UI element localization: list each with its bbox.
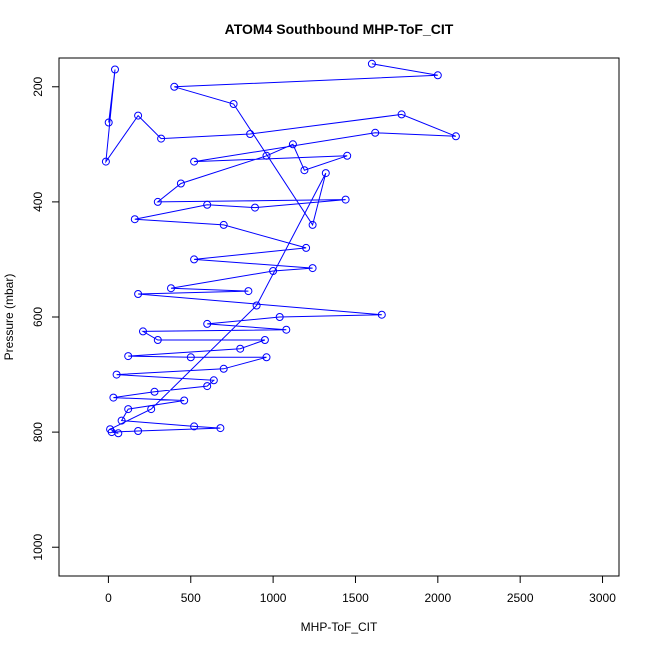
plot-area <box>101 59 460 438</box>
data-point <box>229 100 238 108</box>
data-point <box>377 310 386 319</box>
x-tick-label: 0 <box>105 591 112 605</box>
data-point <box>308 220 317 229</box>
x-tick-label: 1000 <box>260 591 287 605</box>
plot-border <box>58 57 620 577</box>
data-point <box>176 179 185 188</box>
y-tick-label: 600 <box>31 307 45 327</box>
data-point <box>124 352 133 361</box>
data-point <box>321 169 330 178</box>
data-point <box>130 215 139 224</box>
y-tick-label: 1000 <box>31 534 45 561</box>
data-point <box>203 382 212 391</box>
data-point <box>167 284 175 293</box>
data-point <box>252 301 261 310</box>
data-point <box>153 197 162 206</box>
data-point <box>134 111 143 120</box>
data-point <box>134 290 143 298</box>
data-point <box>134 427 143 435</box>
data-point <box>147 405 156 414</box>
data-point <box>219 220 228 229</box>
data-point <box>219 364 228 373</box>
data-point <box>150 387 159 396</box>
data-point <box>180 396 189 405</box>
y-axis-label: Pressure (mbar) <box>2 274 16 361</box>
data-point <box>114 429 123 438</box>
data-point <box>209 376 218 385</box>
data-point <box>300 166 309 175</box>
data-point <box>288 140 297 149</box>
data-point <box>186 353 195 362</box>
data-point <box>433 71 442 80</box>
data-point <box>246 130 255 138</box>
data-point <box>451 132 460 141</box>
data-point <box>104 118 113 127</box>
data-point <box>153 336 162 344</box>
data-point <box>262 151 271 160</box>
data-point <box>308 264 317 273</box>
data-point <box>275 313 284 321</box>
data-point <box>216 424 225 433</box>
data-point <box>170 82 179 91</box>
data-point <box>367 59 376 68</box>
data-point <box>106 425 115 434</box>
chart-title: ATOM4 Southbound MHP-ToF_CIT <box>225 21 454 37</box>
data-point <box>397 110 406 119</box>
data-point <box>203 200 212 209</box>
data-point <box>157 134 166 143</box>
x-axis: 0 500 1000 1500 2000 2500 3000 <box>105 575 616 605</box>
data-point <box>203 319 212 328</box>
x-axis-label: MHP-ToF_CIT <box>301 620 378 634</box>
data-point <box>260 336 269 344</box>
series-line <box>105 63 457 434</box>
data-point <box>111 65 119 74</box>
data-point <box>343 151 352 160</box>
data-point <box>112 370 121 379</box>
data-point <box>341 195 350 204</box>
data-point <box>262 353 271 362</box>
data-point <box>236 344 245 353</box>
data-point <box>117 416 126 425</box>
data-point <box>190 255 199 264</box>
y-tick-label: 200 <box>31 76 45 96</box>
y-tick-label: 800 <box>31 422 45 442</box>
data-point <box>139 327 147 336</box>
data-point <box>251 203 259 212</box>
x-tick-label: 500 <box>181 591 201 605</box>
data-point <box>101 157 110 166</box>
data-point <box>124 405 133 414</box>
x-tick-label: 2500 <box>507 591 534 605</box>
data-point <box>282 325 291 334</box>
y-axis: 200 400 600 800 1000 <box>31 76 60 561</box>
data-point <box>269 267 278 275</box>
x-tick-label: 3000 <box>589 591 616 605</box>
x-tick-label: 2000 <box>424 591 451 605</box>
data-point <box>109 393 118 402</box>
x-tick-label: 1500 <box>342 591 369 605</box>
y-tick-label: 400 <box>31 192 45 212</box>
data-point <box>190 422 199 431</box>
data-point <box>244 287 253 296</box>
data-point <box>371 128 380 137</box>
data-point <box>190 157 199 166</box>
data-point <box>302 243 311 252</box>
